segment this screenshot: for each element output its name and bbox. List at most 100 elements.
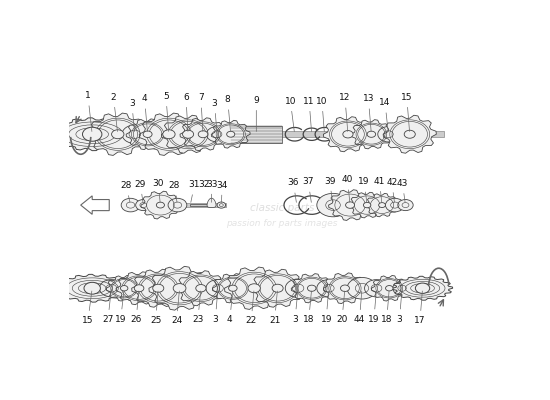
- Circle shape: [196, 284, 206, 292]
- Text: 34: 34: [217, 180, 228, 202]
- Circle shape: [82, 127, 102, 141]
- Circle shape: [136, 200, 151, 211]
- Circle shape: [365, 280, 388, 297]
- Text: 10: 10: [285, 97, 296, 132]
- Text: 26: 26: [130, 291, 142, 324]
- Text: 42: 42: [386, 178, 398, 202]
- Polygon shape: [212, 274, 254, 303]
- Polygon shape: [371, 276, 407, 301]
- Text: 19: 19: [368, 291, 380, 324]
- Text: 40: 40: [342, 175, 353, 202]
- Text: 17: 17: [414, 291, 426, 325]
- Polygon shape: [211, 120, 250, 148]
- Polygon shape: [180, 118, 226, 151]
- Text: 5: 5: [163, 92, 169, 132]
- Text: 44: 44: [354, 291, 365, 324]
- Circle shape: [393, 282, 411, 295]
- Bar: [86, 285, 444, 291]
- Text: 7: 7: [198, 93, 204, 132]
- Circle shape: [367, 131, 376, 137]
- Circle shape: [340, 285, 349, 292]
- Circle shape: [112, 130, 124, 139]
- Text: 8: 8: [225, 95, 230, 132]
- Circle shape: [285, 279, 311, 298]
- Text: 14: 14: [379, 98, 390, 132]
- Bar: [86, 131, 444, 137]
- Polygon shape: [323, 117, 372, 152]
- Text: 28: 28: [169, 181, 180, 202]
- Text: 13: 13: [362, 94, 374, 132]
- Polygon shape: [149, 266, 210, 310]
- Text: 39: 39: [324, 176, 336, 202]
- Polygon shape: [323, 273, 366, 304]
- Text: 37: 37: [302, 178, 314, 202]
- Circle shape: [206, 126, 228, 142]
- Polygon shape: [251, 269, 304, 307]
- Circle shape: [163, 130, 175, 139]
- Text: 15: 15: [401, 93, 412, 132]
- Polygon shape: [141, 191, 180, 219]
- Polygon shape: [116, 272, 162, 305]
- Text: 24: 24: [171, 291, 182, 325]
- Text: 2: 2: [111, 93, 118, 132]
- Polygon shape: [349, 192, 385, 218]
- Circle shape: [307, 285, 316, 291]
- Polygon shape: [57, 274, 127, 302]
- Circle shape: [227, 131, 235, 137]
- Text: 19: 19: [115, 291, 126, 324]
- Text: 20: 20: [336, 291, 348, 324]
- Text: 23: 23: [192, 291, 204, 324]
- Circle shape: [378, 203, 386, 208]
- Circle shape: [143, 131, 152, 138]
- Circle shape: [206, 280, 230, 297]
- Text: 4: 4: [227, 291, 233, 324]
- Text: 15: 15: [82, 291, 94, 325]
- Text: 30: 30: [152, 179, 164, 202]
- Circle shape: [134, 285, 144, 292]
- Text: 3: 3: [397, 291, 403, 324]
- Text: passion for parts images: passion for parts images: [226, 219, 338, 228]
- Circle shape: [317, 193, 349, 217]
- Polygon shape: [126, 119, 169, 150]
- Circle shape: [343, 130, 353, 138]
- Circle shape: [364, 202, 371, 208]
- Bar: [190, 204, 212, 206]
- Polygon shape: [351, 120, 392, 149]
- Circle shape: [121, 198, 140, 212]
- Circle shape: [173, 284, 186, 293]
- Bar: [129, 203, 227, 207]
- Polygon shape: [51, 118, 134, 151]
- Text: 18: 18: [303, 291, 315, 324]
- Polygon shape: [177, 271, 226, 306]
- Text: 32: 32: [199, 180, 210, 189]
- Circle shape: [386, 198, 404, 212]
- Text: 22: 22: [245, 291, 257, 325]
- Circle shape: [398, 200, 413, 211]
- Text: 9: 9: [254, 96, 259, 132]
- Circle shape: [217, 202, 225, 208]
- Polygon shape: [131, 269, 185, 307]
- Text: 19: 19: [321, 291, 332, 324]
- Text: 10: 10: [316, 97, 328, 132]
- Polygon shape: [366, 193, 398, 217]
- Text: 1: 1: [85, 91, 92, 132]
- Text: 27: 27: [102, 291, 114, 324]
- Polygon shape: [81, 196, 109, 214]
- Circle shape: [272, 284, 283, 292]
- Polygon shape: [162, 115, 214, 153]
- Circle shape: [378, 126, 399, 142]
- Circle shape: [153, 284, 164, 292]
- Text: 21: 21: [269, 291, 280, 325]
- Circle shape: [386, 286, 393, 291]
- Polygon shape: [292, 274, 332, 303]
- Text: 3: 3: [129, 99, 135, 132]
- Circle shape: [345, 202, 355, 208]
- Text: 41: 41: [374, 177, 385, 202]
- Text: 43: 43: [397, 179, 408, 202]
- Text: 29: 29: [135, 180, 146, 202]
- Polygon shape: [88, 113, 147, 156]
- Text: 6: 6: [183, 93, 189, 132]
- Circle shape: [347, 278, 377, 299]
- Circle shape: [183, 130, 194, 138]
- Text: 3: 3: [292, 291, 298, 324]
